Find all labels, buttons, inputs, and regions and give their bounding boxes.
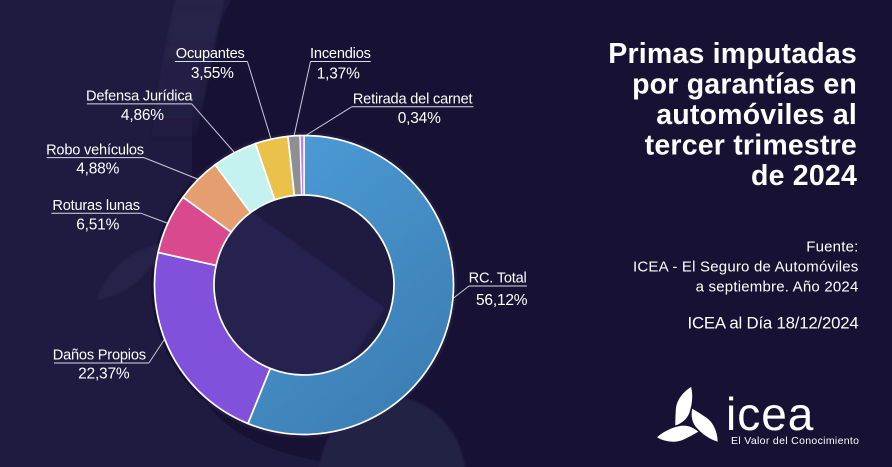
- svg-text:icea: icea: [726, 388, 814, 440]
- svg-text:1,37%: 1,37%: [317, 66, 360, 83]
- svg-text:El Valor del Conocimiento: El Valor del Conocimiento: [731, 435, 859, 447]
- svg-text:Daños Propios: Daños Propios: [53, 348, 146, 364]
- svg-text:Incendios: Incendios: [310, 46, 371, 62]
- svg-text:0,34%: 0,34%: [398, 110, 441, 127]
- svg-text:4,88%: 4,88%: [76, 161, 119, 178]
- svg-text:ICEA al Día 18/12/2024: ICEA al Día 18/12/2024: [688, 313, 859, 332]
- svg-text:por garantías en: por garantías en: [632, 68, 857, 100]
- svg-text:de 2024: de 2024: [751, 160, 857, 192]
- svg-text:tercer trimestre: tercer trimestre: [645, 129, 857, 161]
- svg-text:4,86%: 4,86%: [121, 107, 164, 124]
- svg-text:a septiembre. Año 2024: a septiembre. Año 2024: [696, 279, 859, 296]
- svg-text:Roturas lunas: Roturas lunas: [52, 198, 139, 214]
- svg-text:Fuente:: Fuente:: [806, 239, 858, 256]
- svg-text:Defensa Jurídica: Defensa Jurídica: [86, 89, 193, 105]
- svg-text:Retirada del carnet: Retirada del carnet: [353, 91, 473, 107]
- svg-text:automóviles al: automóviles al: [656, 99, 857, 131]
- svg-text:Primas imputadas: Primas imputadas: [608, 38, 857, 70]
- svg-text:3,55%: 3,55%: [191, 65, 234, 82]
- svg-text:Ocupantes: Ocupantes: [176, 46, 245, 62]
- svg-text:RC. Total: RC. Total: [469, 270, 527, 286]
- svg-text:ICEA - El Seguro de Automóvile: ICEA - El Seguro de Automóviles: [633, 259, 858, 276]
- svg-text:56,12%: 56,12%: [476, 292, 528, 309]
- svg-text:6,51%: 6,51%: [76, 216, 119, 233]
- svg-text:22,37%: 22,37%: [78, 366, 130, 383]
- svg-text:Robo vehículos: Robo vehículos: [46, 142, 144, 158]
